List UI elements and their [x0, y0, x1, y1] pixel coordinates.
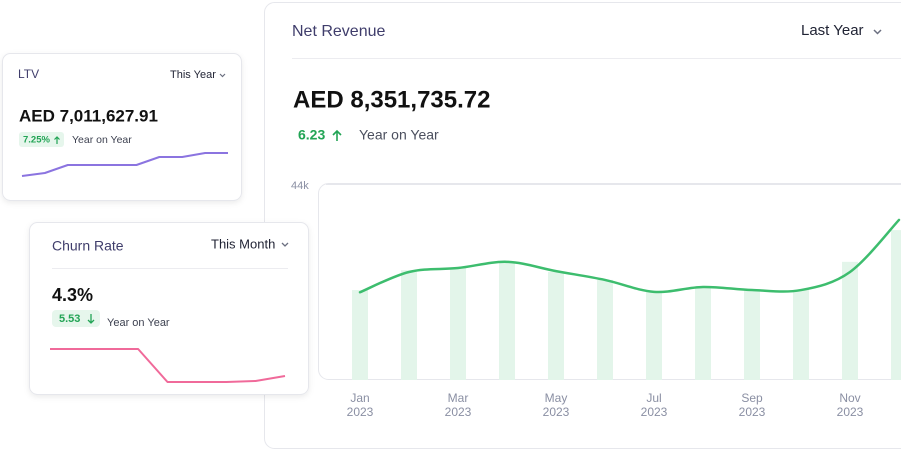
period-select[interactable]: This Month — [211, 236, 275, 251]
change: 6.23 — [298, 127, 325, 143]
x-tick-label: Sep — [741, 391, 763, 405]
change-label: Year on Year — [107, 317, 170, 329]
x-tick-label: Nov — [839, 391, 860, 405]
bar — [695, 287, 711, 380]
card-title: Churn Rate — [52, 238, 124, 254]
bar — [597, 280, 613, 380]
x-tick-label: 2023 — [543, 405, 570, 419]
bar — [499, 262, 515, 380]
bar — [842, 262, 858, 380]
y-tick-label: 44k — [291, 180, 309, 192]
bar — [548, 272, 564, 380]
bar — [401, 270, 417, 380]
period-select[interactable]: Last Year — [801, 22, 864, 39]
x-tick-label: Jan — [350, 391, 369, 405]
x-tick-label: 2023 — [641, 405, 668, 419]
change-label: Year on Year — [359, 127, 439, 143]
card-title: Net Revenue — [292, 23, 385, 40]
bar — [450, 268, 466, 380]
x-tick-label: Jul — [646, 391, 661, 405]
bar — [891, 230, 901, 380]
change: 5.53 — [59, 313, 80, 325]
bar — [352, 290, 368, 380]
bar — [744, 290, 760, 380]
amount: 4.3% — [52, 285, 93, 305]
x-tick-label: 2023 — [445, 405, 472, 419]
revenue-card — [265, 3, 901, 449]
change-label: Year on Year — [72, 134, 132, 146]
change: 7.25% — [23, 135, 50, 146]
amount: AED 8,351,735.72 — [293, 86, 490, 113]
x-tick-label: 2023 — [837, 405, 864, 419]
x-tick-label: May — [545, 391, 568, 405]
x-tick-label: Mar — [448, 391, 469, 405]
x-tick-label: 2023 — [347, 405, 374, 419]
x-tick-label: 2023 — [739, 405, 766, 419]
bar — [646, 292, 662, 380]
amount: AED 7,011,627.91 — [19, 106, 158, 125]
period-select[interactable]: This Year — [170, 69, 216, 81]
bar — [793, 290, 809, 380]
card-title: LTV — [18, 67, 39, 81]
